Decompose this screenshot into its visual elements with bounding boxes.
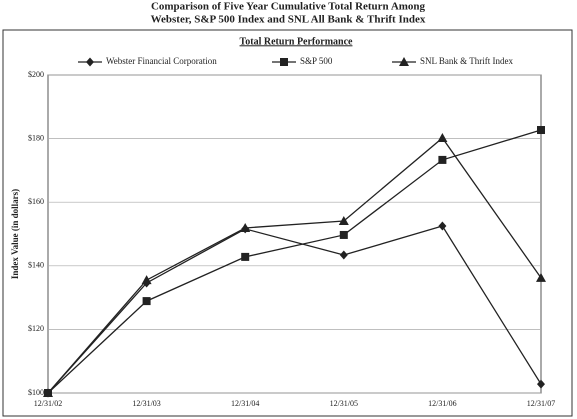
x-tick-label: 12/31/04 [231, 399, 259, 408]
chart-title: Comparison of Five Year Cumulative Total… [151, 1, 426, 13]
data-point [339, 250, 348, 260]
y-tick-label: $180 [28, 133, 44, 142]
x-tick-label: 12/31/07 [527, 399, 555, 408]
data-point [537, 379, 545, 389]
legend-label: SNL Bank & Thrift Index [420, 56, 513, 66]
x-tick-label: 12/31/06 [428, 399, 456, 408]
data-point [338, 215, 349, 225]
y-tick-label: $200 [28, 70, 44, 79]
data-point [339, 230, 348, 239]
series-line [47, 129, 542, 394]
x-tick-label: 12/31/02 [34, 399, 62, 408]
legend-label: Webster Financial Corporation [106, 56, 217, 66]
legend-label: S&P 500 [300, 56, 333, 66]
data-point [537, 126, 545, 135]
data-point [43, 388, 53, 397]
data-point [438, 155, 447, 164]
y-tick-label: $140 [28, 261, 44, 270]
plot-area [47, 74, 542, 394]
data-point [240, 222, 251, 232]
data-point [437, 132, 448, 142]
y-tick-label: $100 [28, 388, 44, 397]
data-point [438, 221, 447, 231]
legend-marker [86, 57, 94, 67]
legend-marker [280, 58, 288, 66]
data-point [536, 272, 546, 282]
x-tick-label: 12/31/03 [132, 399, 160, 408]
plot-title: Total Return Performance [240, 36, 353, 47]
series-line [47, 137, 542, 394]
data-point [241, 252, 250, 261]
series-line [47, 225, 542, 394]
y-axis-label: Index Value (in dollars) [10, 189, 20, 279]
chart-frame [2, 29, 573, 417]
chart-subtitle: Webster, S&P 500 Index and SNL All Bank … [151, 14, 426, 26]
y-tick-label: $160 [28, 197, 44, 206]
y-tick-label: $120 [28, 324, 44, 333]
x-tick-label: 12/31/05 [330, 399, 358, 408]
data-point [141, 275, 152, 285]
data-point [142, 297, 151, 306]
legend-marker [399, 57, 409, 66]
